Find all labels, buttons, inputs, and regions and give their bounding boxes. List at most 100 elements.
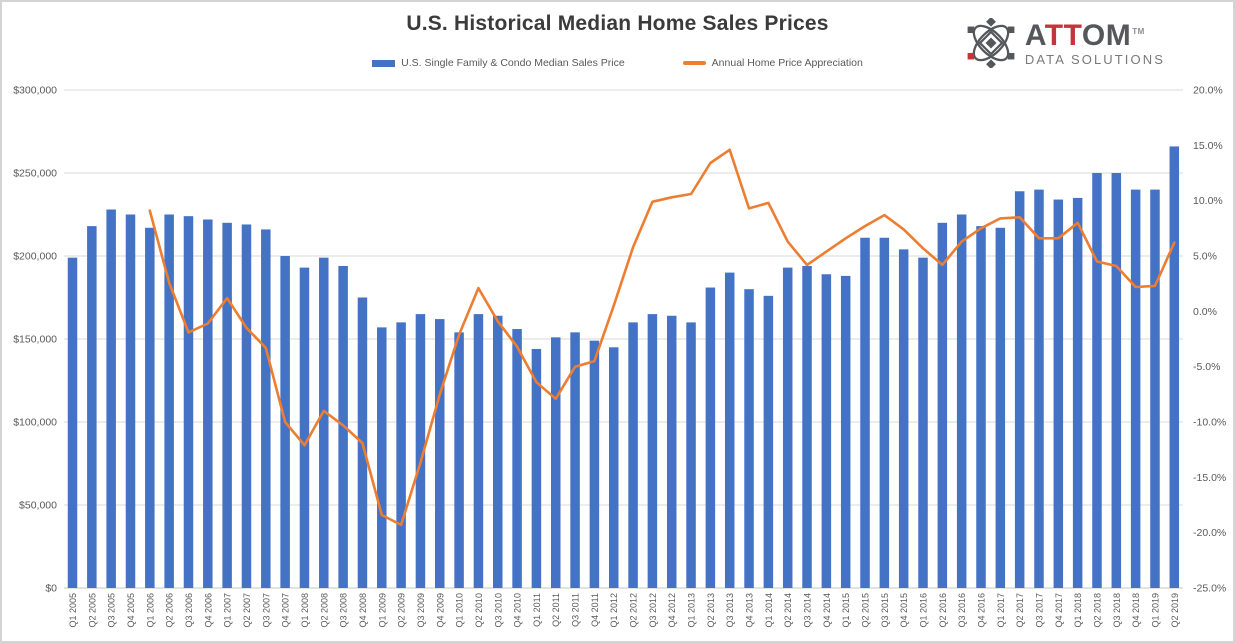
attom-logo-subtitle: DATA SOLUTIONS [1024,51,1165,67]
x-axis-label: Q1 2009 [377,593,387,628]
x-axis-label: Q3 2005 [107,593,117,628]
median-price-bar [435,319,445,588]
x-axis-label: Q3 2014 [803,593,813,628]
x-axis-label: Q1 2015 [841,593,851,628]
legend-label-appreciation: Annual Home Price Appreciation [711,57,863,69]
median-price-bar [512,329,522,588]
x-axis-label: Q2 2010 [474,593,484,628]
x-axis-label: Q3 2008 [339,593,349,628]
x-axis-label: Q3 2009 [416,593,426,628]
median-price-bar [183,216,194,588]
x-axis-label: Q1 2010 [455,593,465,628]
percent-axis-label: 15.0% [1193,140,1223,152]
median-price-bar [1053,199,1064,588]
x-axis-label: Q3 2006 [184,593,194,628]
median-price-bar [164,214,174,588]
x-axis-label: Q4 2010 [513,593,523,628]
price-axis-label: $250,000 [13,168,57,180]
median-price-bar [821,274,832,588]
price-axis-label: $0 [45,583,57,595]
median-price-bar [898,249,909,589]
median-price-bar [377,327,387,588]
price-axis-label: $100,000 [13,417,57,429]
median-price-bar [1150,189,1160,588]
bar-series-swatch-icon [372,59,396,67]
x-axis-label: Q4 2011 [590,593,600,627]
x-axis-label: Q2 2016 [938,593,948,628]
x-axis-label: Q4 2018 [1131,593,1141,628]
median-price-bar [840,275,851,588]
median-price-bar [763,295,774,588]
attom-logo-wordmark: ATTOMTM [1024,18,1145,52]
x-axis-label: Q4 2009 [435,593,445,628]
percent-axis-label: 5.0% [1193,251,1217,263]
median-price-bar [454,332,464,588]
x-axis-label: Q1 2019 [1150,593,1160,628]
price-axis-label: $150,000 [13,334,57,346]
x-axis-label: Q2 2015 [861,593,871,628]
x-axis-label: Q3 2007 [261,593,271,628]
median-price-bar [686,322,696,588]
median-price-bar [261,229,271,588]
median-price-bar [647,314,658,588]
median-price-bar [705,287,716,588]
median-price-bar [956,214,967,588]
median-price-bar [299,267,310,588]
median-price-bar [724,272,735,588]
median-price-bar [570,332,580,588]
median-price-bar [1092,173,1102,588]
x-axis-label: Q3 2016 [957,593,967,628]
x-axis-label: Q4 2017 [1054,593,1064,628]
percent-axis-label: 10.0% [1193,195,1223,207]
median-price-bar [241,224,252,588]
median-price-bar [203,219,213,589]
percent-axis-label: -25.0% [1193,583,1226,595]
median-price-bar [493,315,503,588]
median-price-bar [550,337,561,588]
page-title: U.S. Historical Median Home Sales Prices [406,12,829,35]
x-axis-label: Q4 2007 [281,593,291,628]
x-axis-label: Q1 2008 [300,593,310,628]
legend-item-appreciation: Annual Home Price Appreciation [682,57,863,69]
x-axis-label: Q2 2014 [783,593,793,628]
median-price-bar [125,214,136,588]
line-series-swatch-icon [682,61,706,65]
median-price-bar [666,315,677,588]
x-axis-label: Q2 2007 [242,593,252,628]
percent-axis-label: -10.0% [1193,417,1226,429]
percent-axis-label: 0.0% [1193,306,1217,318]
median-price-bar [396,322,406,588]
x-axis-label: Q4 2008 [358,593,368,628]
median-price-bar [802,265,812,588]
x-axis-label: Q1 2011 [532,593,542,627]
x-axis-label: Q1 2005 [68,593,78,628]
price-axis-label: $200,000 [13,251,57,263]
median-price-bar [1072,197,1083,588]
median-price-bar [1130,189,1141,588]
x-axis-label: Q1 2013 [687,593,697,628]
median-price-bar [106,209,116,588]
median-price-bar [473,314,484,588]
attom-atom-icon [967,18,1015,68]
x-axis-label: Q2 2012 [629,593,639,628]
median-price-bar [628,322,638,588]
x-axis-label: Q3 2017 [1034,593,1044,628]
percent-axis-label: -5.0% [1193,361,1220,373]
median-price-bar [918,257,928,588]
x-axis-label: Q2 2013 [706,593,716,628]
x-axis-label: Q4 2013 [745,593,755,628]
median-price-bar [145,227,155,588]
median-price-bar [415,314,426,588]
x-axis-label: Q4 2006 [203,593,213,628]
attom-logo: ATTOMTM DATA SOLUTIONS [965,18,1165,68]
median-price-bar [879,237,890,589]
x-axis-label: Q3 2015 [880,593,890,628]
median-price-bar [1034,189,1044,588]
percent-axis-label: -20.0% [1193,527,1226,539]
x-axis-label: Q4 2014 [822,593,832,628]
median-price-bar [222,222,232,589]
x-axis-label: Q4 2005 [126,593,136,628]
x-axis-label: Q2 2005 [87,593,97,628]
